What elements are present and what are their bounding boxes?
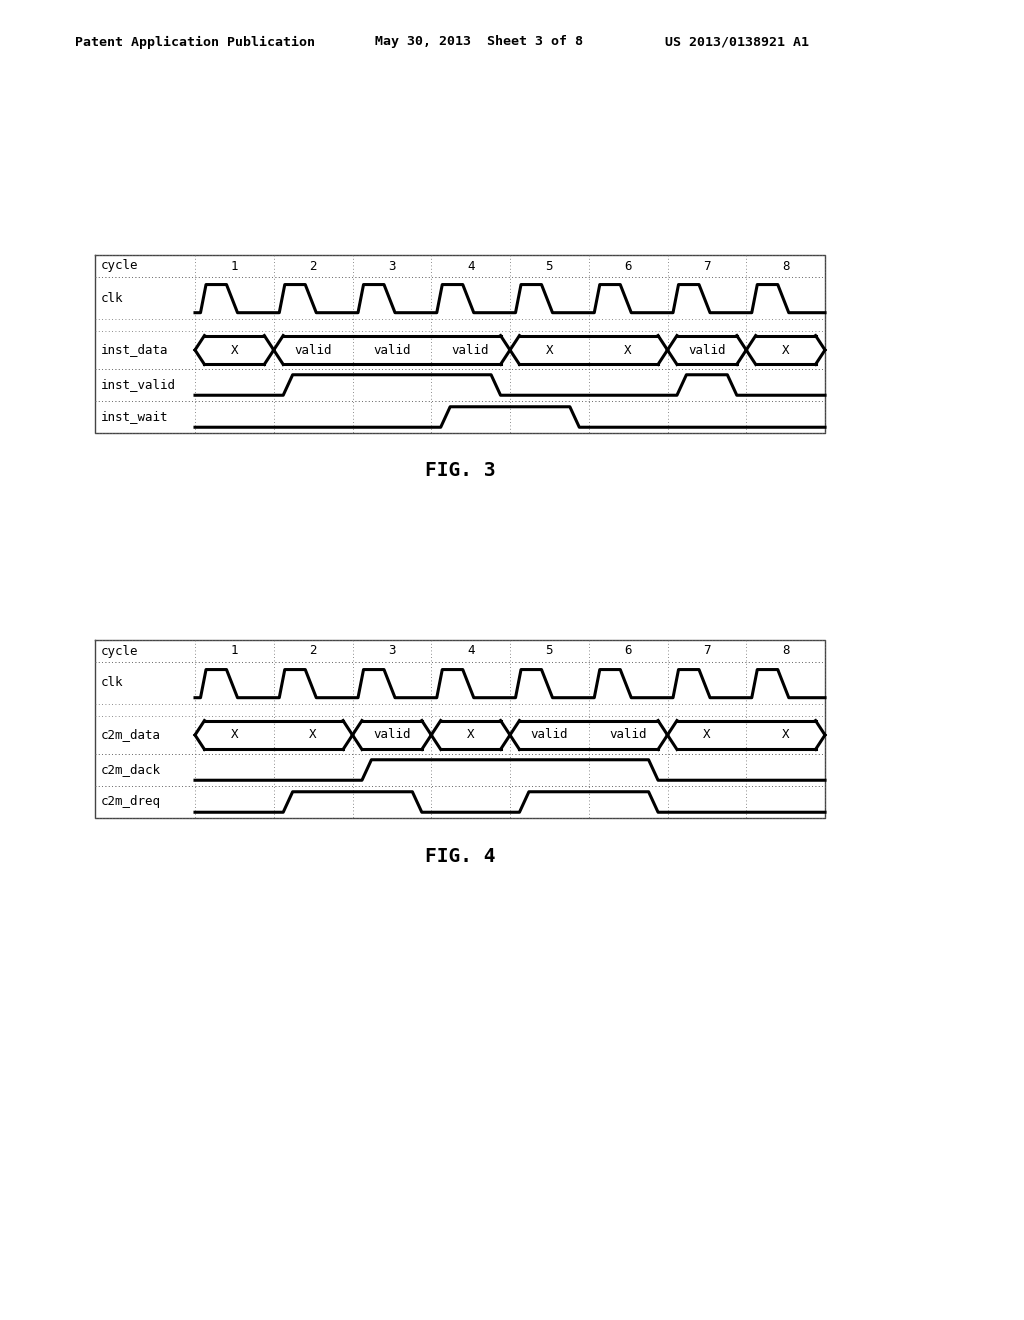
Text: c2m_data: c2m_data [101, 729, 161, 742]
Text: clk: clk [101, 292, 124, 305]
Text: inst_wait: inst_wait [101, 411, 169, 424]
Text: X: X [230, 343, 239, 356]
Text: valid: valid [609, 729, 647, 742]
Text: X: X [309, 729, 316, 742]
Text: cycle: cycle [101, 260, 138, 272]
Text: valid: valid [530, 729, 568, 742]
Text: X: X [467, 729, 474, 742]
Text: clk: clk [101, 676, 124, 689]
Text: X: X [625, 343, 632, 356]
Text: X: X [703, 729, 711, 742]
Text: 4: 4 [467, 260, 474, 272]
Text: valid: valid [294, 343, 332, 356]
Text: c2m_dack: c2m_dack [101, 763, 161, 776]
Text: inst_valid: inst_valid [101, 379, 176, 392]
Text: US 2013/0138921 A1: US 2013/0138921 A1 [665, 36, 809, 49]
Text: valid: valid [688, 343, 726, 356]
Text: 2: 2 [309, 260, 316, 272]
Text: 5: 5 [546, 644, 553, 657]
Text: cycle: cycle [101, 644, 138, 657]
Text: valid: valid [373, 343, 411, 356]
Text: valid: valid [452, 343, 489, 356]
Text: 4: 4 [467, 644, 474, 657]
Text: X: X [546, 343, 553, 356]
Text: 7: 7 [703, 260, 711, 272]
Text: FIG. 4: FIG. 4 [425, 846, 496, 866]
Text: 7: 7 [703, 644, 711, 657]
Text: valid: valid [373, 729, 411, 742]
Text: 2: 2 [309, 644, 316, 657]
Text: 1: 1 [230, 644, 239, 657]
Text: 6: 6 [625, 644, 632, 657]
Text: 3: 3 [388, 644, 395, 657]
Text: 1: 1 [230, 260, 239, 272]
Text: 3: 3 [388, 260, 395, 272]
Text: X: X [782, 343, 790, 356]
Text: c2m_dreq: c2m_dreq [101, 796, 161, 808]
Text: inst_data: inst_data [101, 343, 169, 356]
Text: X: X [782, 729, 790, 742]
Text: 5: 5 [546, 260, 553, 272]
Text: 8: 8 [782, 260, 790, 272]
Text: 8: 8 [782, 644, 790, 657]
Text: FIG. 3: FIG. 3 [425, 462, 496, 480]
Text: Patent Application Publication: Patent Application Publication [75, 36, 315, 49]
Text: X: X [230, 729, 239, 742]
Text: May 30, 2013  Sheet 3 of 8: May 30, 2013 Sheet 3 of 8 [375, 36, 583, 49]
Text: 6: 6 [625, 260, 632, 272]
